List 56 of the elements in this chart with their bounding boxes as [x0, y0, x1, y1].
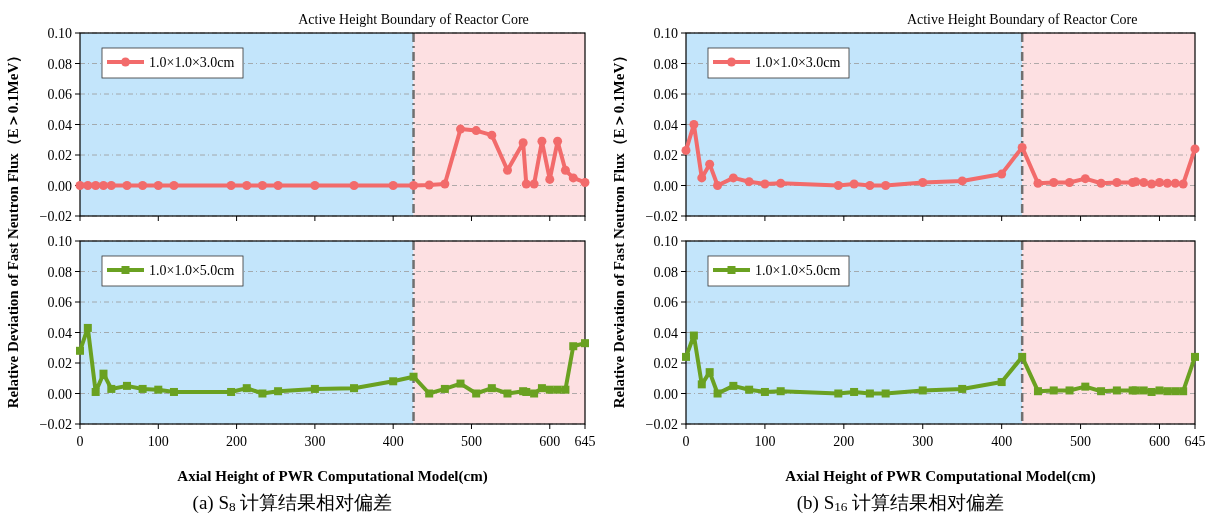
y-tick-label: 0.06	[653, 87, 678, 102]
x-tick-label: 400	[991, 434, 1013, 449]
y-axis-title: Relative Deviation of Fast Neutron Flux（E＞0.1MeV）	[611, 47, 627, 409]
y-tick-label: 0.04	[47, 325, 72, 341]
x-tick-label: 0	[682, 434, 690, 449]
legend-label: 1.0×1.0×3.0cm	[149, 55, 235, 70]
x-tick-label: 0	[76, 434, 84, 449]
x-tick-label: 100	[147, 434, 169, 449]
y-tick-label: 0.00	[653, 178, 678, 194]
legend-label: 1.0×1.0×5.0cm	[755, 263, 841, 278]
text: (a) S$_{8}$ 计算结果相对偏差	[192, 492, 393, 514]
y-tick-label: −0.02	[645, 209, 678, 224]
y-tick-label: 0.02	[47, 356, 72, 371]
y-axis-title: Relative Deviation of Fast Neutron Flux（E＞0.1MeV）	[5, 47, 21, 409]
x-tick-label: 300	[912, 434, 934, 449]
y-tick-label: 0.08	[47, 264, 72, 280]
y-tick-label: 0.02	[653, 356, 678, 371]
x-axis-title: Axial Height of PWR Computational Model(cm)	[177, 468, 488, 485]
y-tick-label: −0.02	[645, 417, 678, 432]
y-tick-label: 0.08	[47, 56, 72, 72]
x-tick-label: 500	[1070, 434, 1092, 449]
y-tick-label: 0.10	[47, 234, 72, 249]
y-tick-label: 0.08	[653, 264, 678, 280]
y-tick-label: 0.00	[47, 386, 72, 402]
y-tick-label: 0.02	[653, 148, 678, 163]
x-tick-label: 600	[1148, 434, 1170, 449]
x-tick-label: 500	[460, 434, 482, 449]
y-tick-label: 0.10	[653, 234, 678, 249]
text: (b) S$_{16}$ 计算结果相对偏差	[796, 492, 1005, 514]
y-tick-label: 0.00	[47, 178, 72, 194]
x-tick-label: 300	[304, 434, 326, 449]
y-tick-label: 0.00	[653, 386, 678, 402]
y-tick-label: 0.08	[653, 56, 678, 72]
x-tick-label: 200	[226, 434, 248, 449]
legend-label: 1.0×1.0×5.0cm	[149, 263, 235, 278]
x-tick-label: 200	[833, 434, 855, 449]
y-tick-label: 0.04	[653, 325, 678, 341]
y-tick-label: 0.06	[653, 295, 678, 310]
x-tick-label: 100	[754, 434, 776, 449]
ref-line-label: Active Height Boundary of Reactor Core	[906, 12, 1138, 27]
y-tick-label: −0.02	[39, 417, 72, 432]
y-tick-label: 0.06	[47, 87, 72, 102]
y-tick-label: 0.10	[47, 26, 72, 41]
x-tick-label: 400	[382, 434, 404, 449]
y-tick-label: 0.04	[47, 117, 72, 133]
y-tick-label: 0.06	[47, 295, 72, 310]
y-tick-label: 0.04	[653, 117, 678, 133]
y-tick-label: 0.10	[653, 26, 678, 41]
y-tick-label: 0.02	[47, 148, 72, 163]
y-tick-label: −0.02	[39, 209, 72, 224]
x-tick-label: 645	[1184, 434, 1206, 449]
x-tick-label: 600	[539, 434, 561, 449]
ref-line-label: Active Height Boundary of Reactor Core	[298, 12, 529, 27]
legend-label: 1.0×1.0×3.0cm	[755, 55, 841, 70]
x-tick-label: 645	[574, 434, 596, 449]
x-axis-title: Axial Height of PWR Computational Model(cm)	[785, 468, 1096, 485]
